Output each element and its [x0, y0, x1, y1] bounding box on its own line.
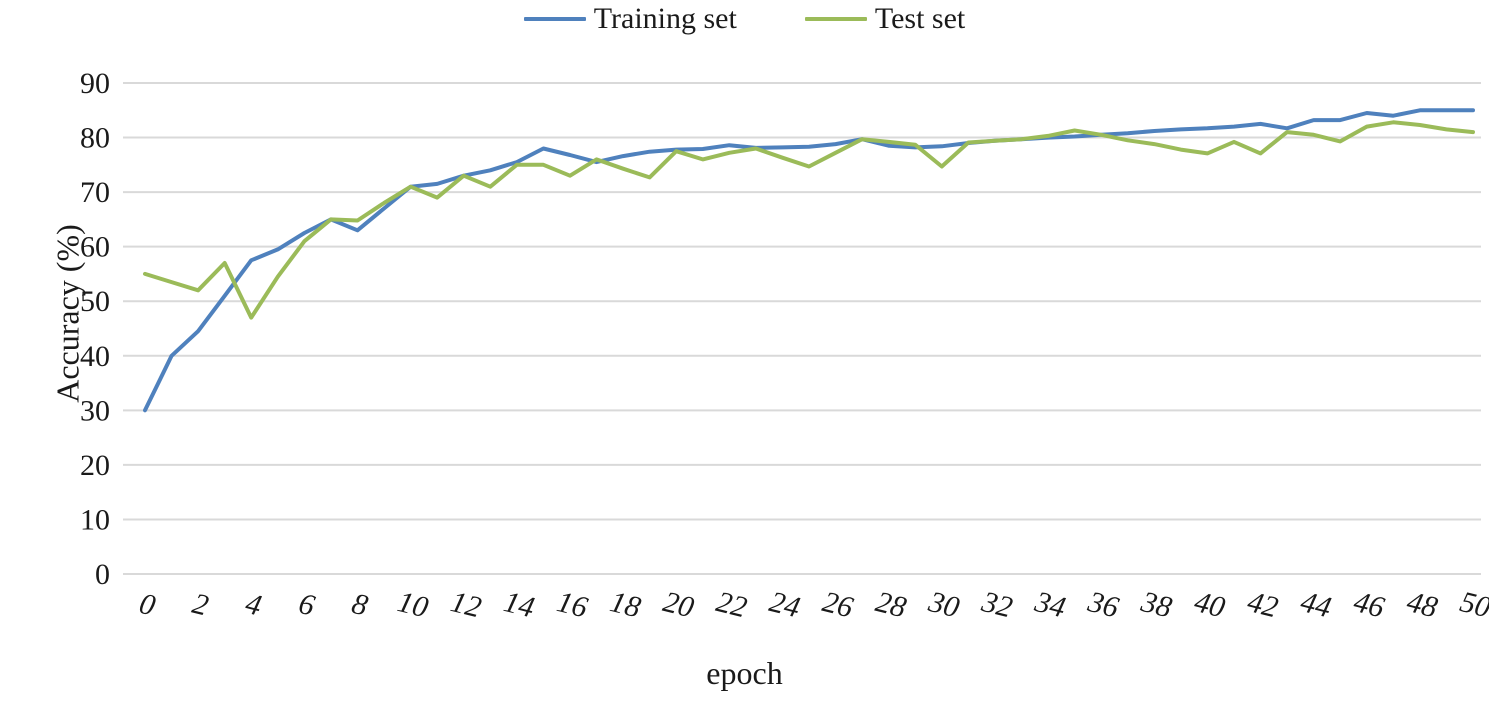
x-tick-label: 18 — [607, 585, 644, 624]
x-tick-label: 4 — [242, 587, 265, 623]
x-tick-label: 48 — [1404, 585, 1441, 624]
x-tick-label: 26 — [819, 585, 856, 624]
x-tick-label: 38 — [1137, 585, 1175, 625]
x-tick-label: 32 — [978, 585, 1016, 625]
x-tick-label: 12 — [447, 585, 484, 624]
x-tick-label: 2 — [189, 587, 212, 623]
y-tick-label: 20 — [80, 449, 110, 482]
x-axis-title: epoch — [706, 655, 783, 691]
test-legend-label: Test set — [874, 2, 966, 35]
test-set-line — [143, 120, 1475, 320]
x-tick-label: 6 — [295, 587, 318, 623]
x-tick-label: 14 — [501, 585, 538, 624]
y-tick-label: 40 — [80, 340, 110, 373]
x-tick-label: 46 — [1351, 585, 1388, 624]
x-tick-label: 22 — [713, 585, 750, 624]
x-tick-label: 40 — [1191, 585, 1228, 624]
y-tick-label: 90 — [80, 67, 110, 100]
y-tick-label: 60 — [80, 231, 110, 264]
training-line-swatch — [523, 17, 586, 21]
x-tick-label: 16 — [554, 585, 591, 624]
x-tick-label: 36 — [1084, 585, 1122, 625]
y-tick-label: 0 — [95, 558, 110, 591]
legend-item-training: Training set — [523, 2, 737, 35]
x-tick-label: 34 — [1031, 585, 1069, 625]
y-tick-label: 70 — [80, 176, 110, 209]
x-tick-label: 50 — [1457, 585, 1489, 624]
x-tick-label: 24 — [766, 585, 803, 624]
x-tick-label: 28 — [872, 585, 909, 624]
x-tick-label: 20 — [660, 585, 697, 624]
x-tick-label: 8 — [349, 587, 372, 623]
legend: Training set Test set — [0, 0, 1489, 38]
training-legend-label: Training set — [593, 2, 737, 35]
y-tick-label: 10 — [80, 503, 110, 536]
training-set-line — [143, 108, 1475, 413]
x-tick-label: 0 — [136, 587, 159, 623]
x-tick-label: 30 — [925, 585, 963, 625]
test-line-swatch — [804, 17, 867, 21]
y-tick-label: 30 — [80, 394, 110, 427]
y-tick-label: 50 — [80, 285, 110, 318]
x-tick-label: 44 — [1297, 585, 1334, 624]
y-tick-label: 80 — [80, 122, 110, 155]
x-tick-label: 42 — [1244, 585, 1281, 624]
x-tick-label: 10 — [394, 585, 431, 624]
legend-item-test: Test set — [804, 2, 966, 35]
